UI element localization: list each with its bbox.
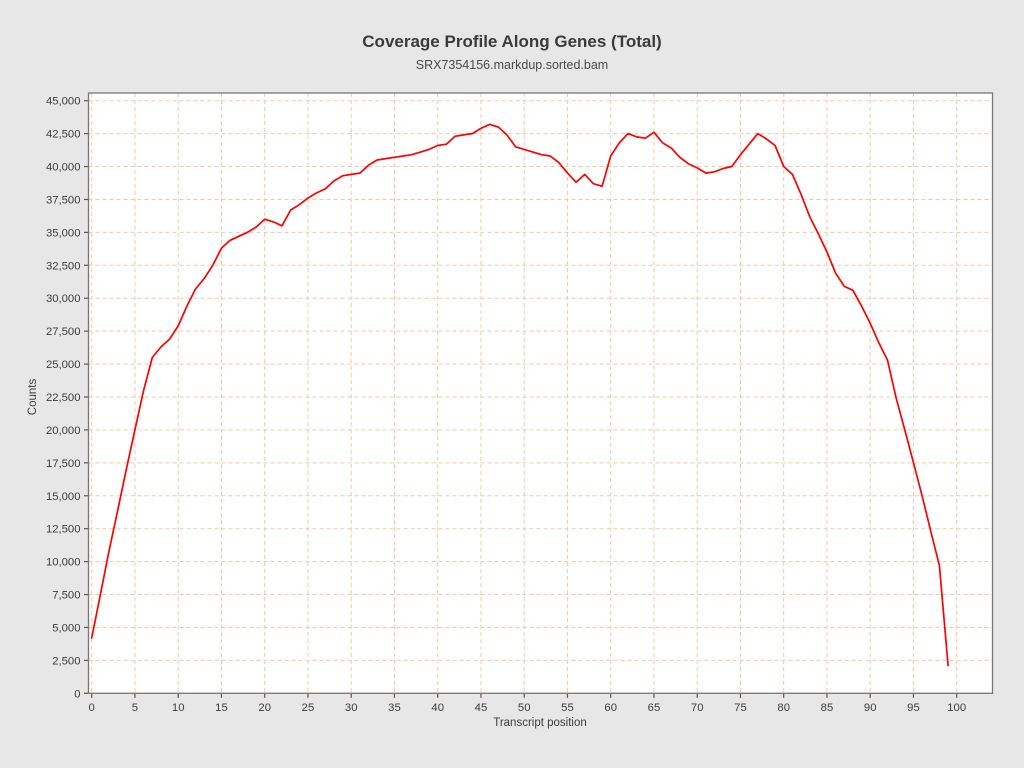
- x-tick-label: 60: [604, 702, 617, 714]
- y-tick-label: 37,500: [46, 194, 81, 206]
- x-tick-label: 90: [864, 702, 877, 714]
- x-tick-label: 5: [132, 702, 138, 714]
- x-tick-label: 25: [302, 702, 315, 714]
- y-tick-label: 10,000: [46, 557, 81, 569]
- y-tick-label: 15,000: [46, 491, 81, 503]
- grid-lines: [88, 93, 993, 694]
- x-tick-label: 55: [561, 702, 574, 714]
- y-tick-label: 0: [74, 688, 80, 700]
- x-tick-label: 45: [475, 702, 488, 714]
- y-tick-label: 32,500: [46, 260, 81, 272]
- plot-border: [87, 92, 994, 694]
- coverage-line: [90, 123, 949, 667]
- y-tick-label: 27,500: [46, 326, 81, 338]
- y-tick-label: 25,000: [46, 359, 81, 371]
- y-tick-label: 35,000: [46, 227, 81, 239]
- x-tick-label: 40: [431, 702, 444, 714]
- x-tick-label: 85: [821, 702, 834, 714]
- x-tick-label: 65: [648, 702, 661, 714]
- x-tick-label: 80: [777, 702, 790, 714]
- axis-ticks: [84, 100, 958, 698]
- x-tick-label: 75: [734, 702, 747, 714]
- y-tick-label: 2,500: [52, 655, 80, 667]
- chart-subtitle: SRX7354156.markdup.sorted.bam: [416, 58, 608, 72]
- y-tick-label: 45,000: [46, 96, 81, 108]
- x-tick-label: 0: [89, 702, 95, 714]
- x-tick-label: 95: [907, 702, 920, 714]
- y-tick-label: 7,500: [52, 590, 80, 602]
- y-tick-label: 40,000: [46, 162, 81, 174]
- x-axis-title: Transcript position: [493, 717, 587, 729]
- y-tick-label: 42,500: [46, 129, 81, 141]
- y-tick-label: 20,000: [46, 425, 81, 437]
- y-tick-label: 22,500: [46, 392, 81, 404]
- y-tick-label: 17,500: [46, 458, 81, 470]
- y-axis-title: Counts: [27, 379, 39, 416]
- y-tick-label: 5,000: [52, 622, 80, 634]
- x-tick-label: 20: [258, 702, 271, 714]
- x-tick-label: 50: [518, 702, 531, 714]
- x-tick-label: 70: [691, 702, 704, 714]
- x-tick-label: 100: [947, 702, 966, 714]
- plot-area: [88, 93, 993, 694]
- y-tick-label: 12,500: [46, 524, 81, 536]
- y-tick-label: 30,000: [46, 293, 81, 305]
- tick-labels: 0 5 10 15 20 25 30 35 40 45 50 55 60 65 70 75 80 85 90 95 10…: [46, 96, 966, 714]
- x-tick-label: 15: [215, 702, 228, 714]
- x-tick-label: 10: [172, 702, 185, 714]
- x-tick-label: 35: [388, 702, 401, 714]
- x-tick-label: 30: [345, 702, 358, 714]
- chart-title: Coverage Profile Along Genes (Total): [362, 32, 661, 51]
